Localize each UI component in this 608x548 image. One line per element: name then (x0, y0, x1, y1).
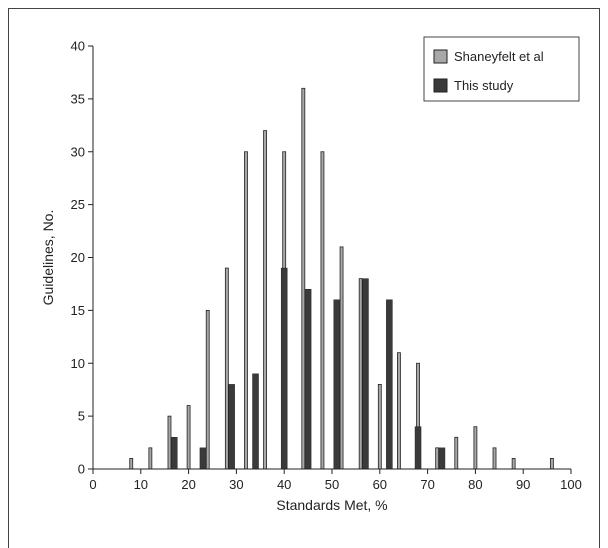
x-tick-label: 30 (229, 477, 243, 492)
x-tick-label: 40 (277, 477, 291, 492)
bar-shaneyfelt (224, 267, 229, 470)
bar-shaneyfelt (186, 405, 191, 470)
legend-label-shaneyfelt: Shaneyfelt et al (454, 49, 544, 64)
y-tick-label: 5 (78, 409, 85, 424)
y-tick-label: 0 (78, 462, 85, 477)
x-tick-label: 80 (468, 477, 482, 492)
bar-this-study (199, 447, 207, 470)
bar-shaneyfelt (511, 458, 516, 470)
y-tick-label: 30 (71, 144, 85, 159)
x-tick-label: 20 (181, 477, 195, 492)
x-axis-title: Standards Met, % (276, 497, 387, 513)
bar-shaneyfelt (492, 447, 497, 470)
bar-shaneyfelt (244, 151, 248, 470)
legend-label-this-study: This study (454, 78, 514, 93)
bars-layer (129, 87, 554, 470)
y-axis-title: Guidelines, No. (40, 210, 56, 306)
legend-swatch-shaneyfelt (433, 49, 448, 64)
bar-this-study (362, 278, 369, 470)
bar-shaneyfelt (377, 383, 382, 470)
bar-shaneyfelt (148, 447, 153, 470)
bar-shaneyfelt (205, 309, 210, 470)
bar-shaneyfelt (397, 352, 401, 470)
bar-shaneyfelt (454, 436, 459, 470)
x-tick-label: 60 (373, 477, 387, 492)
bar-shaneyfelt (129, 458, 134, 470)
x-tick-label: 90 (516, 477, 530, 492)
legend: Shaneyfelt et al This study (423, 36, 580, 102)
x-tick-label: 70 (420, 477, 434, 492)
y-tick-label: 20 (71, 250, 85, 265)
y-tick-label: 40 (71, 39, 85, 54)
bar-shaneyfelt (549, 458, 554, 470)
y-tick-label: 35 (71, 91, 85, 106)
bar-this-study (280, 267, 288, 470)
legend-box (423, 36, 580, 102)
bar-shaneyfelt (167, 415, 172, 470)
bar-this-study (304, 288, 312, 470)
x-tick-label: 50 (325, 477, 339, 492)
bar-this-study (333, 299, 341, 470)
bar-this-study (252, 373, 259, 470)
y-tick-label: 10 (71, 356, 85, 371)
y-tick-label: 25 (71, 197, 85, 212)
x-tick-label: 100 (560, 477, 582, 492)
x-tick-label: 10 (134, 477, 148, 492)
bar-shaneyfelt (320, 151, 325, 470)
x-tick-label: 0 (89, 477, 96, 492)
bar-shaneyfelt (263, 130, 267, 470)
bar-this-study (414, 426, 422, 470)
bar-this-study (171, 437, 178, 470)
bar-shaneyfelt (301, 87, 306, 470)
axes-layer: 0 5 10 15 20 25 30 35 40 0 10 20 30 40 50 60 70 80 90 100 (71, 39, 582, 493)
y-tick-label: 15 (71, 303, 85, 318)
bar-this-study (386, 299, 393, 470)
legend-swatch-this-study (433, 78, 448, 93)
bar-shaneyfelt (358, 278, 363, 470)
figure-frame (8, 8, 600, 548)
bar-shaneyfelt (435, 447, 440, 470)
bar-this-study (438, 447, 446, 470)
bar-shaneyfelt (473, 426, 478, 470)
bar-shaneyfelt (339, 246, 344, 470)
bar-this-study (228, 384, 235, 470)
